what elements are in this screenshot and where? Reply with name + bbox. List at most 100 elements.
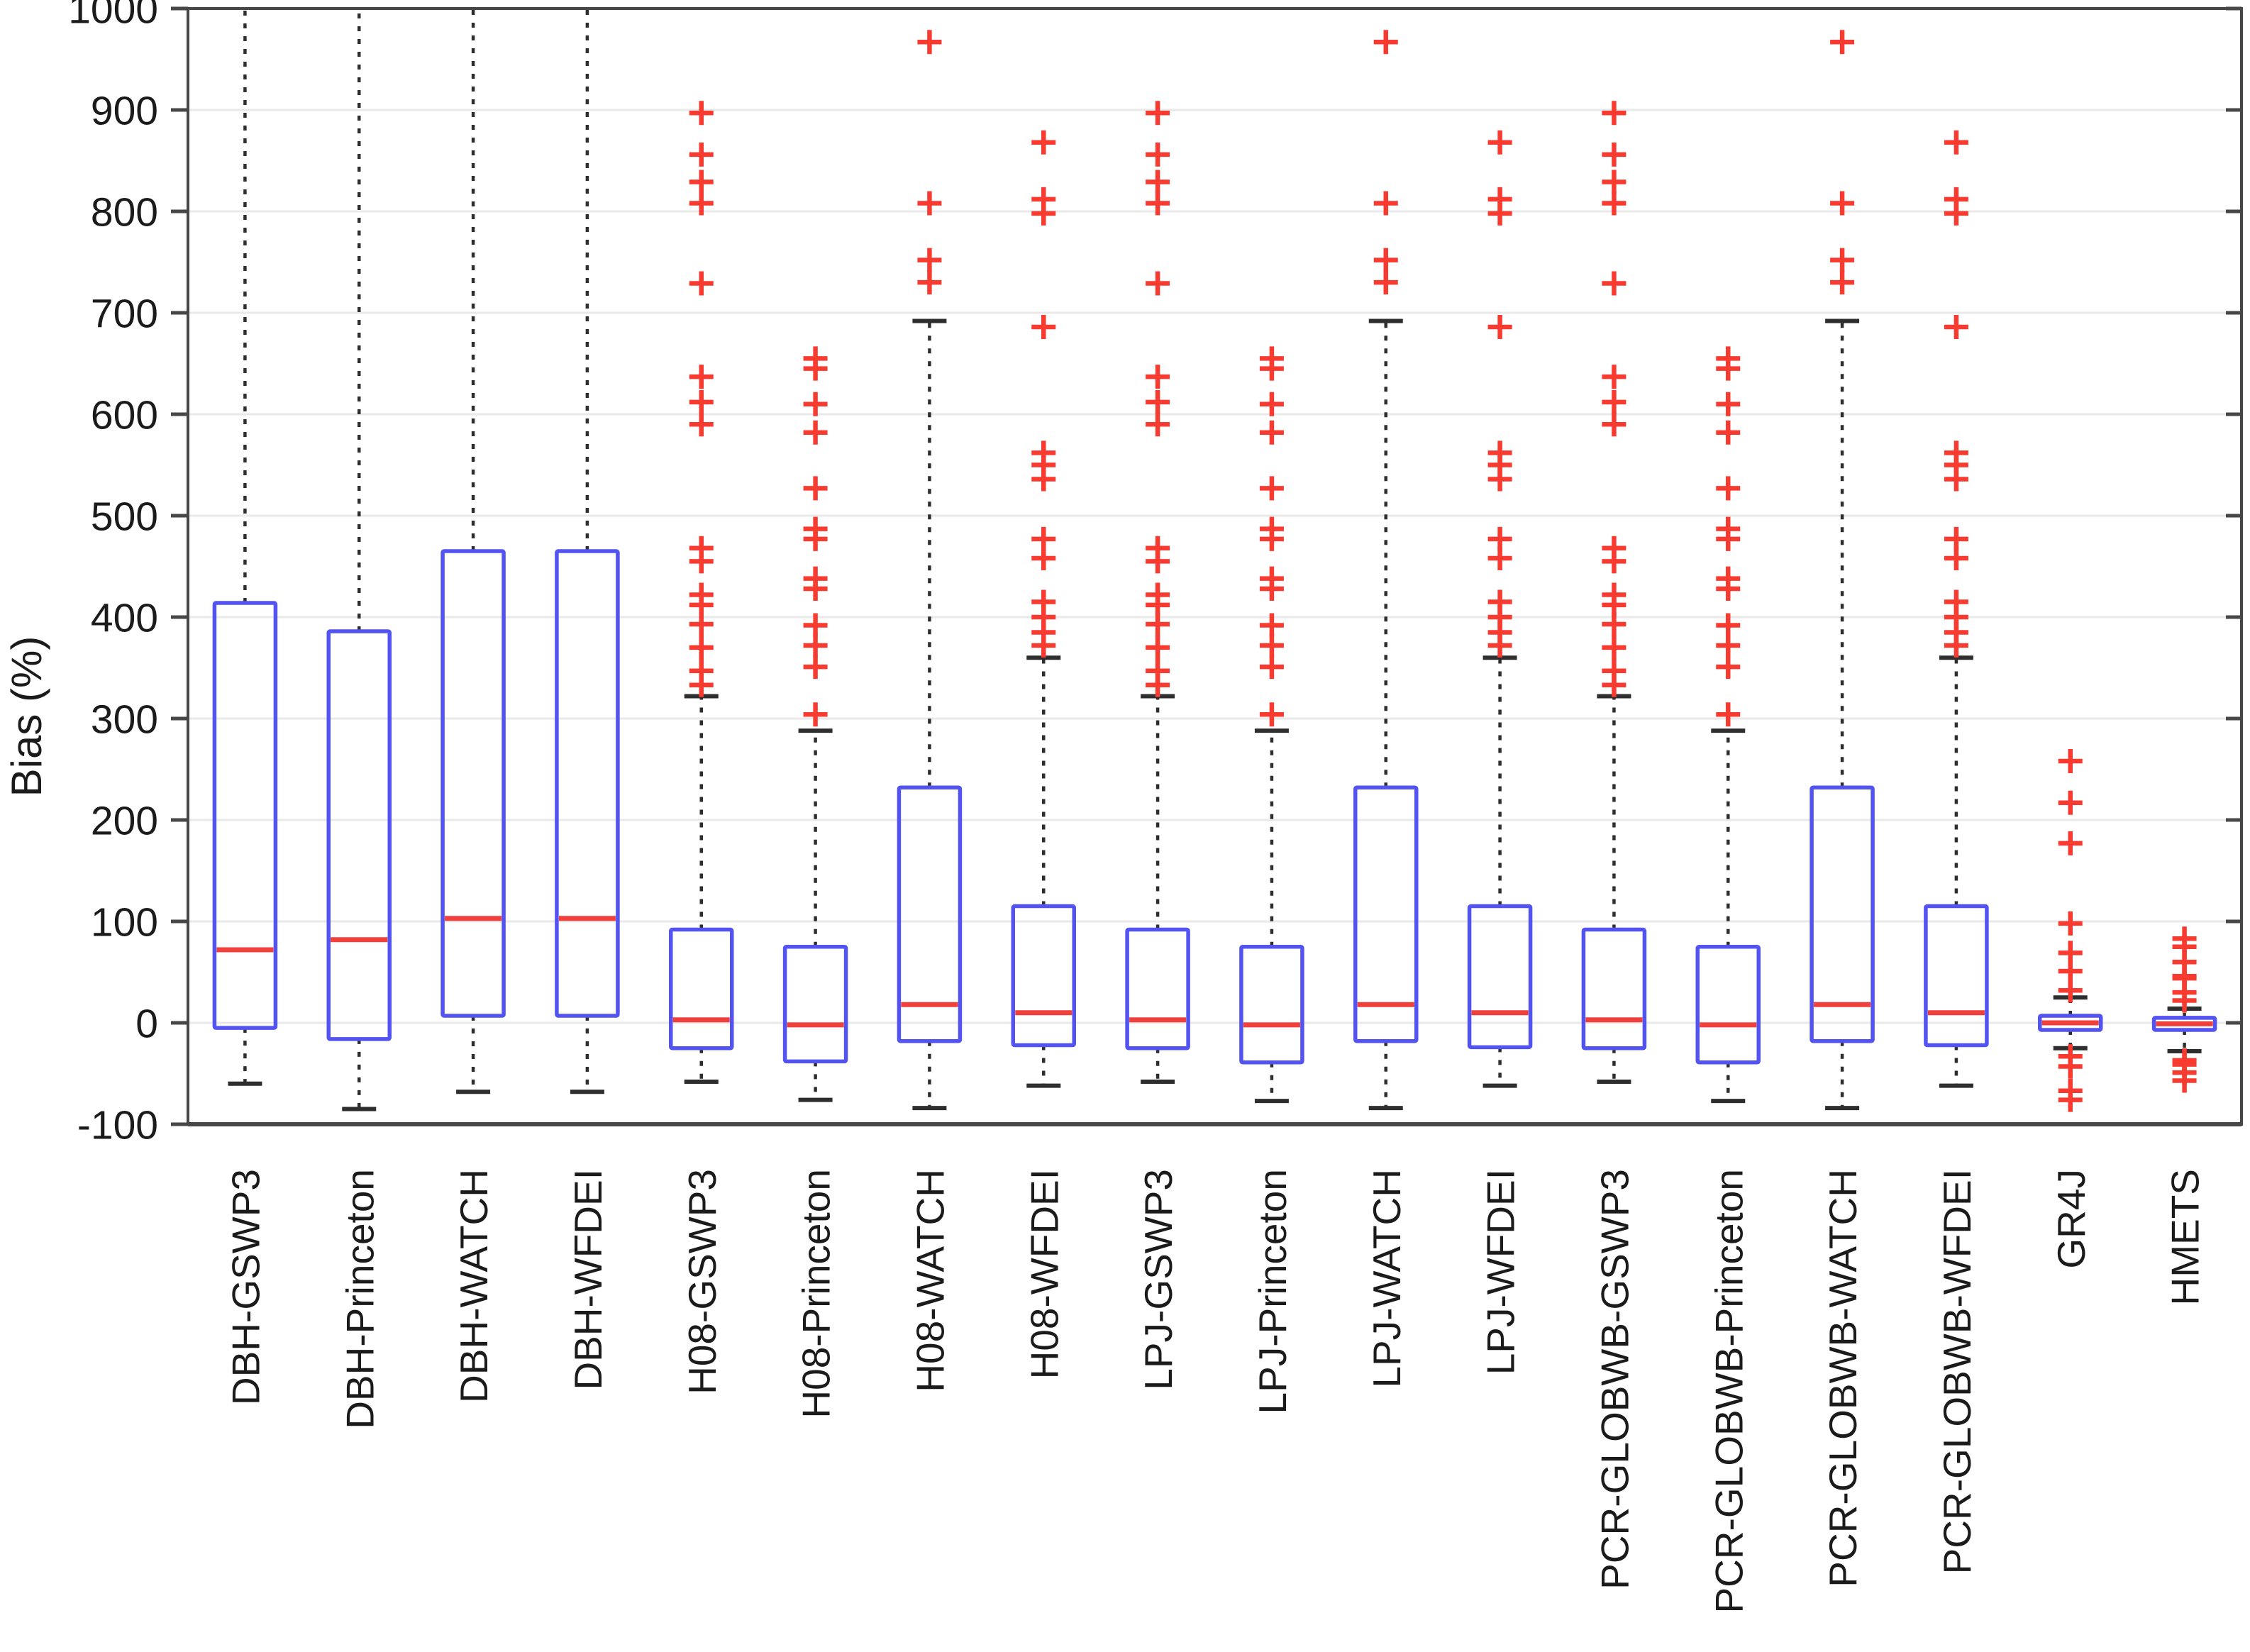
outlier-plus-icon [1716, 392, 1741, 416]
x-category-label-layer: DBH-GSWP3 DBH-Princeton DBH-WATCH DBH-WFDEI… [223, 1169, 2207, 1614]
x-category-label-HMETS: HMETS [2163, 1169, 2207, 1306]
outlier-plus-icon [2058, 831, 2083, 855]
outlier-plus-icon [1373, 191, 1398, 216]
outlier-plus-icon [689, 672, 714, 697]
iqr-box [1125, 927, 1190, 1050]
iqr-box [782, 945, 848, 1064]
outlier-plus-icon [803, 526, 828, 551]
x-category-label-PCR-GLOBWB-GSWP3: PCR-GLOBWB-GSWP3 [1592, 1169, 1636, 1590]
outlier-plus-icon [1602, 365, 1626, 389]
outlier-plus-icon [1716, 526, 1741, 551]
boxplot-group-PCR-GLOBWB-WATCH [1810, 30, 1875, 1111]
outlier-plus-icon [1830, 191, 1855, 216]
boxplot-group-HMETS [2151, 926, 2217, 1093]
outlier-plus-icon [1487, 201, 1512, 226]
outlier-plus-icon [1031, 546, 1056, 571]
outlier-plus-icon [1031, 467, 1056, 492]
y-tick-label-200: 200 [91, 799, 158, 844]
x-category-label-LPJ-Princeton: LPJ-Princeton [1251, 1169, 1295, 1414]
outlier-plus-icon [1146, 635, 1170, 660]
outlier-plus-icon [1716, 476, 1741, 501]
x-category-label-PCR-GLOBWB-WFDEI: PCR-GLOBWB-WFDEI [1935, 1169, 1979, 1574]
iqr-box [1581, 927, 1647, 1050]
outlier-plus-icon [1031, 315, 1056, 340]
y-tick-label--100: -100 [77, 1103, 158, 1148]
x-category-label-LPJ-WFDEI: LPJ-WFDEI [1479, 1169, 1523, 1375]
outlier-plus-icon [1944, 201, 1968, 226]
boxplot-group-H08-Princeton [782, 346, 848, 1102]
outlier-plus-icon [803, 702, 828, 727]
outlier-plus-icon [1602, 191, 1626, 216]
outlier-plus-icon [2058, 749, 2083, 774]
outlier-plus-icon [1259, 476, 1284, 501]
y-tick-label-1000: 1000 [68, 0, 158, 33]
outlier-plus-icon [2058, 911, 2083, 936]
outlier-plus-icon [1487, 315, 1512, 340]
outlier-plus-icon [1146, 142, 1170, 167]
y-tick-label-600: 600 [91, 393, 158, 438]
outlier-plus-icon [1716, 420, 1741, 445]
x-category-label-PCR-GLOBWB-Princeton: PCR-GLOBWB-Princeton [1707, 1169, 1751, 1614]
y-tick-label-400: 400 [91, 596, 158, 641]
outlier-plus-icon [689, 612, 714, 637]
outlier-plus-icon [1373, 30, 1398, 55]
outlier-plus-icon [1031, 130, 1056, 155]
boxplot-group-PCR-GLOBWB-WFDEI [1924, 130, 1989, 1088]
y-tick-label-100: 100 [91, 900, 158, 946]
boxplot-group-LPJ-GSWP3 [1125, 101, 1190, 1084]
outlier-plus-icon [1259, 526, 1284, 551]
outlier-plus-icon [1602, 549, 1626, 574]
iqr-box [1467, 904, 1533, 1050]
iqr-box [1239, 945, 1304, 1065]
boxplot-group-LPJ-Princeton [1239, 346, 1304, 1104]
outlier-plus-icon [689, 365, 714, 389]
outlier-plus-icon [1487, 130, 1512, 155]
outlier-plus-icon [1602, 612, 1626, 637]
outlier-plus-icon [1146, 412, 1170, 437]
x-category-label-H08-GSWP3: H08-GSWP3 [680, 1169, 724, 1395]
outlier-plus-icon [1716, 613, 1741, 638]
boxplot-group-GR4J [2038, 749, 2103, 1112]
outlier-plus-icon [1602, 412, 1626, 437]
outlier-plus-icon [689, 170, 714, 194]
outlier-plus-icon [1373, 248, 1398, 272]
boxplot-group-LPJ-WFDEI [1467, 130, 1533, 1088]
iqr-box [326, 629, 392, 1041]
axis-frame-layer [187, 7, 2243, 1126]
outlier-plus-icon [803, 655, 828, 680]
outlier-plus-icon [1146, 549, 1170, 574]
outlier-plus-icon [1944, 467, 1968, 492]
outlier-plus-icon [689, 191, 714, 216]
outlier-plus-icon [803, 392, 828, 416]
iqr-box [1695, 945, 1761, 1065]
outlier-plus-icon [1031, 201, 1056, 226]
boxplot-group-H08-GSWP3 [669, 101, 734, 1084]
boxplot-group-H08-WFDEI [1011, 130, 1076, 1088]
iqr-box [212, 601, 278, 1030]
x-category-label-H08-WATCH: H08-WATCH [908, 1169, 952, 1392]
outlier-plus-icon [2058, 1054, 2083, 1079]
boxplot-group-DBH-GSWP3 [212, 9, 278, 1086]
x-category-label-DBH-WATCH: DBH-WATCH [452, 1169, 496, 1403]
outlier-plus-icon [2172, 988, 2197, 1013]
outlier-plus-icon [1602, 672, 1626, 697]
outlier-plus-icon [803, 576, 828, 601]
outlier-plus-icon [917, 30, 942, 55]
x-category-label-LPJ-WATCH: LPJ-WATCH [1365, 1169, 1409, 1388]
iqr-box [669, 927, 734, 1050]
outlier-plus-icon [917, 248, 942, 272]
boxplot-group-DBH-WATCH [440, 9, 506, 1094]
boxplot-group-H08-WATCH [897, 30, 963, 1111]
outlier-plus-icon [1602, 271, 1626, 296]
outlier-plus-icon [1716, 702, 1741, 727]
y-tick-label-900: 900 [91, 89, 158, 134]
outlier-plus-icon [1716, 655, 1741, 680]
outlier-plus-icon [689, 635, 714, 660]
x-category-label-DBH-Princeton: DBH-Princeton [338, 1169, 382, 1429]
outlier-plus-icon [1830, 270, 1855, 295]
iqr-box [1924, 904, 1989, 1048]
grid-layer [188, 7, 2241, 1126]
plot-border [187, 7, 2243, 1126]
outlier-plus-icon [803, 356, 828, 381]
